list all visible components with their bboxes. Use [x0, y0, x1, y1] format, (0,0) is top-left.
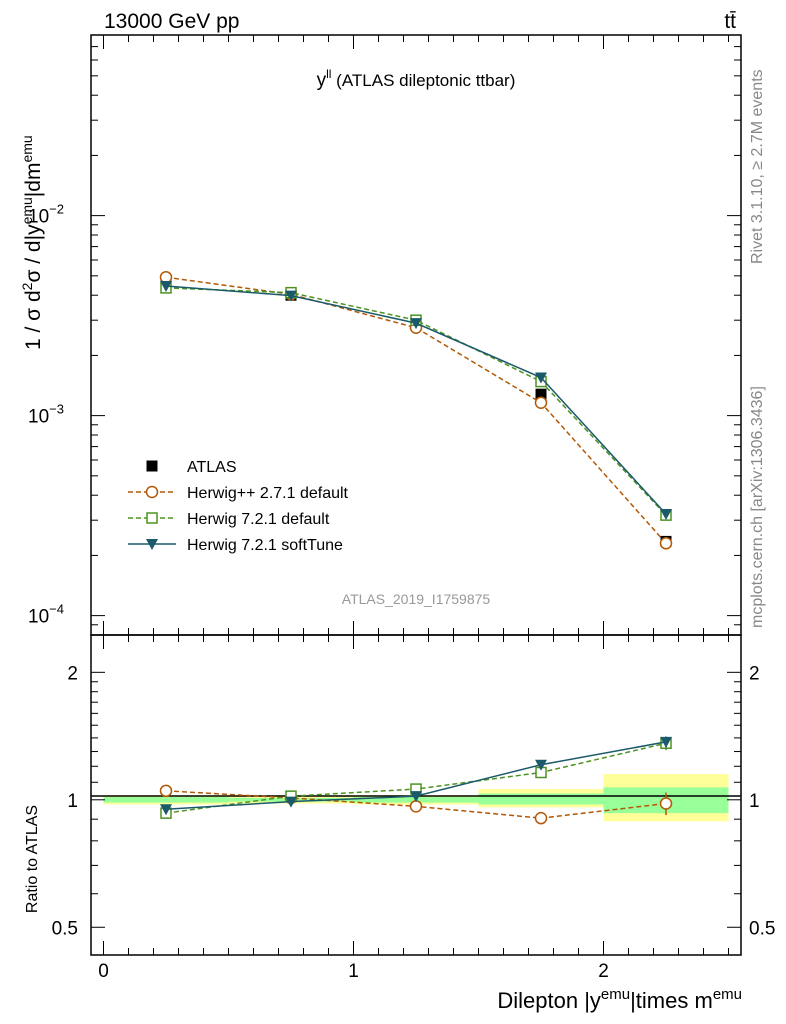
- ratio-y-tick-label-left: 2: [67, 663, 78, 684]
- series-herwigpp: [159, 270, 673, 550]
- ratio-point-softtune: [160, 804, 172, 816]
- ratio-point-herwigpp: [409, 800, 423, 813]
- ratio-series-softtune: [160, 736, 672, 816]
- ratio-y-tick-label-left: 1: [67, 791, 78, 812]
- legend-label-atlas: ATLAS: [187, 459, 237, 476]
- ratio-point-softtune: [660, 736, 672, 748]
- legend-marker-herwig721: [146, 512, 158, 524]
- legend-marker-herwigpp: [145, 485, 159, 499]
- series-softtune: [160, 280, 672, 521]
- data-point-herwigpp: [659, 537, 673, 550]
- data-point-herwigpp: [534, 396, 548, 409]
- y-tick-label: 10−3: [28, 402, 64, 428]
- ratio-panel: 2 2 1 1 0.5 0.5 0 1 2: [52, 634, 775, 982]
- ratio-point-softtune: [285, 796, 297, 808]
- legend-label-herwigpp: Herwig++ 2.7.1 default: [187, 485, 349, 502]
- y-tick-label: 10−2: [28, 202, 64, 228]
- data-point-softtune: [660, 509, 672, 521]
- legend-marker-atlas: [146, 460, 158, 472]
- legend-marker-softtune: [146, 539, 158, 550]
- data-point-atlas: [535, 388, 547, 400]
- ratio-point-herwigpp: [659, 797, 673, 810]
- process-label: tt̄: [724, 10, 736, 33]
- uncertainty-band-stat: [478, 793, 604, 805]
- main-panel: yll (ATLAS dileptonic ttbar) ATLAS_2019_…: [28, 34, 742, 636]
- ratio-plot-frame: [90, 634, 742, 956]
- ratio-y-tick-label-right: 2: [749, 663, 760, 684]
- x-tick-label: 2: [598, 961, 609, 982]
- plot-title: yll (ATLAS dileptonic ttbar): [317, 67, 516, 91]
- ratio-point-softtune: [535, 759, 547, 771]
- x-tick-label: 0: [98, 961, 109, 982]
- data-point-softtune: [410, 318, 422, 330]
- legend: ATLAS Herwig++ 2.7.1 default Herwig 7.2.1 …: [128, 459, 349, 554]
- series-line-herwig721: [165, 287, 667, 516]
- ratio-y-axis-label: Ratio to ATLAS: [24, 805, 41, 913]
- ratio-y-tick-label-left: 0.5: [52, 918, 78, 939]
- series-line-herwigpp: [165, 276, 667, 544]
- ratio-point-softtune: [410, 791, 422, 803]
- analysis-id-label: ATLAS_2019_I1759875: [342, 591, 491, 607]
- data-point-softtune: [285, 290, 297, 302]
- ratio-point-herwigpp: [534, 811, 548, 825]
- y-tick-label: 10−4: [28, 602, 64, 628]
- uncertainty-band-stat: [103, 797, 229, 803]
- ratio-point-herwigpp: [159, 784, 173, 798]
- legend-label-herwig721: Herwig 7.2.1 default: [187, 511, 330, 528]
- data-point-softtune: [535, 372, 547, 384]
- main-y-axis-label: 1 / σ d2σ / d|yemu|dmemu: [19, 135, 45, 350]
- legend-label-softtune: Herwig 7.2.1 softTune: [187, 537, 343, 554]
- rivet-version-label: Rivet 3.1.10, ≥ 2.7M events: [749, 69, 766, 264]
- mcplots-label: mcplots.cern.ch [arXiv:1306.3436]: [749, 386, 766, 628]
- x-tick-label: 1: [348, 961, 359, 982]
- ratio-y-tick-label-right: 0.5: [749, 918, 775, 939]
- energy-label: 13000 GeV pp: [104, 10, 239, 33]
- ratio-y-tick-label-right: 1: [749, 791, 760, 812]
- data-point-softtune: [160, 280, 172, 292]
- x-axis-label: Dilepton |yemu|times memu: [497, 986, 742, 1013]
